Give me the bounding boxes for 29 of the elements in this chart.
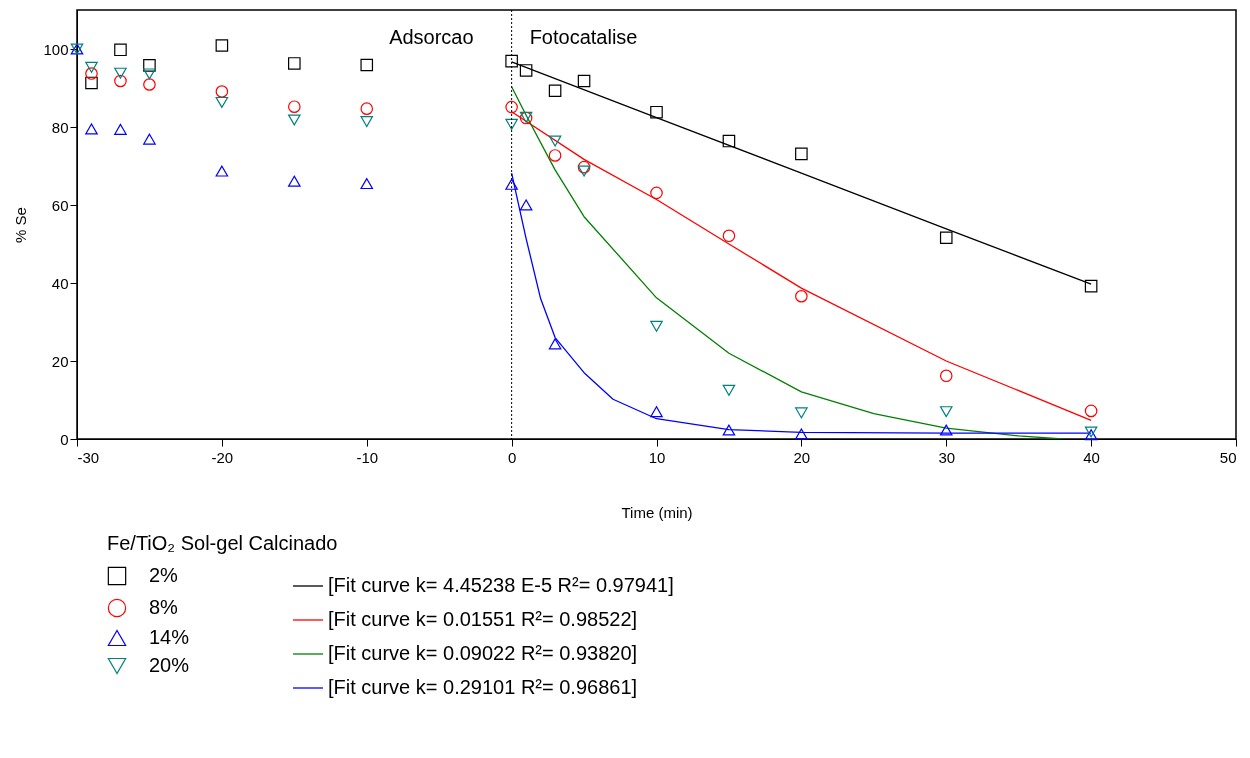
x-tick-label: 20 [793,448,811,466]
legend-label: [Fit curve k= 4.45238 E-5 R²= 0.97941] [328,574,674,596]
legend-label: [Fit curve k= 0.01551 R²= 0.98522] [328,608,638,630]
y-axis-title: % Se [12,207,30,243]
legend-title: Fe/TiO₂ Sol-gel Calcinado [107,532,338,554]
annotation: Fotocatalise [529,26,638,48]
line-series [510,86,1063,439]
x-tick-label: -30 [77,448,100,466]
y-tick-label: 80 [51,118,69,136]
x-tick-label: 30 [938,448,956,466]
legend-label: [Fit curve k= 0.29101 R²= 0.96861] [328,676,638,698]
x-tick-label: 0 [507,448,517,466]
y-tick-label: 0 [60,430,69,448]
legend-label: [Fit curve k= 0.09022 R²= 0.93820] [328,642,638,664]
legend-label: 8% [149,596,179,618]
x-tick-label: 40 [1083,448,1100,466]
x-tick-label: 50 [1219,448,1237,466]
legend-label: 14% [149,626,190,648]
legend-label: 20% [149,654,190,676]
x-tick-label: 10 [648,448,666,466]
annotation: Adsorcao [389,26,474,48]
y-tick-label: 40 [51,274,69,292]
x-tick-label: -10 [356,448,379,466]
x-tick-label: -20 [211,448,234,466]
y-tick-label: 100 [43,40,69,58]
legend-label: 2% [149,564,179,586]
x-axis-title: Time (min) [621,503,693,521]
y-tick-label: 20 [51,352,69,370]
y-tick-label: 60 [51,196,69,214]
